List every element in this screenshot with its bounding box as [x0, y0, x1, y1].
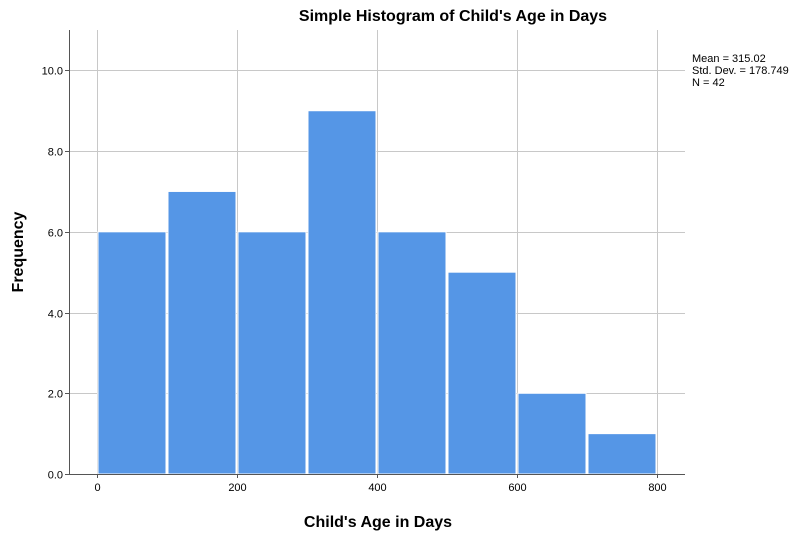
- stats-n: N = 42: [692, 77, 725, 89]
- histogram-bar: [517, 392, 587, 475]
- histogram-bar: [167, 190, 237, 475]
- histogram-bar: [587, 433, 657, 475]
- stats-mean: Mean = 315.02: [692, 53, 766, 65]
- x-tick-label: 600: [508, 482, 526, 494]
- histogram-bar: [307, 110, 377, 475]
- y-tick-label: 8.0: [48, 147, 63, 159]
- histogram-bar: [97, 231, 167, 475]
- y-tick-label: 10.0: [42, 66, 63, 78]
- x-tick-label: 800: [648, 482, 666, 494]
- stats-box: Mean = 315.02 Std. Dev. = 178.749 N = 42: [692, 53, 789, 89]
- histogram-bar: [237, 231, 307, 475]
- histogram-bar: [377, 231, 447, 475]
- x-axis-title: Child's Age in Days: [304, 514, 452, 531]
- y-axis-title: Frequency: [10, 211, 27, 292]
- axes: [65, 30, 685, 478]
- y-tick-label: 0.0: [48, 470, 63, 482]
- x-tick-label: 400: [368, 482, 386, 494]
- histogram-bar: [447, 271, 517, 475]
- stats-std-dev: Std. Dev. = 178.749: [692, 65, 789, 77]
- tick-labels: 0.0 2.0 4.0 6.0 8.0 10.0 0 200 400 600 800: [42, 66, 667, 495]
- x-tick-label: 0: [94, 482, 100, 494]
- chart-title: Simple Histogram of Child's Age in Days: [299, 8, 607, 25]
- x-tick-label: 200: [228, 482, 246, 494]
- y-tick-label: 4.0: [48, 309, 63, 321]
- y-tick-label: 6.0: [48, 228, 63, 240]
- y-tick-label: 2.0: [48, 389, 63, 401]
